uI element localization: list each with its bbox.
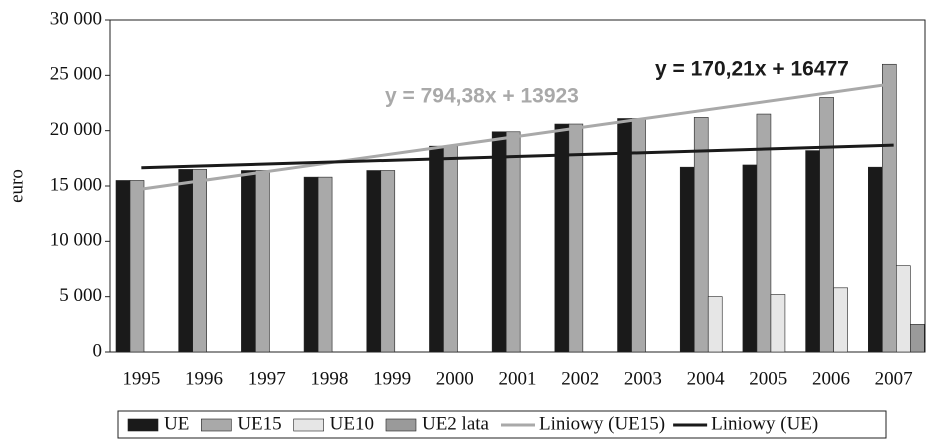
- legend-swatch: [385, 418, 417, 432]
- bar: [192, 169, 207, 353]
- bar: [505, 131, 521, 353]
- legend-label: UE10: [330, 413, 374, 434]
- bar: [693, 117, 709, 353]
- y-tick-label: 25 000: [50, 64, 102, 85]
- y-tick-label: 5 000: [59, 285, 102, 306]
- bar: [833, 287, 848, 353]
- y-tick-label: 20 000: [50, 119, 102, 140]
- legend-label: Liniowy (UE): [711, 413, 818, 434]
- bar: [129, 180, 145, 353]
- bar: [679, 166, 695, 353]
- bar: [868, 166, 883, 353]
- bar: [380, 170, 396, 353]
- bar: [742, 164, 758, 353]
- bar: [429, 145, 444, 353]
- y-tick-label: 30 000: [50, 8, 102, 29]
- x-tick-label: 1995: [122, 368, 160, 389]
- bar: [554, 123, 570, 353]
- bar: [178, 169, 193, 353]
- bar: [443, 145, 458, 353]
- bar: [115, 180, 131, 353]
- legend-swatch: [127, 418, 159, 432]
- y-tick-label: 15 000: [50, 174, 102, 195]
- bar: [303, 176, 319, 353]
- trend-equation: y = 794,38x + 13923: [385, 85, 579, 108]
- bar: [896, 265, 911, 353]
- trend-line: [141, 143, 894, 170]
- bar: [366, 170, 382, 353]
- y-tick-label: 0: [93, 340, 103, 361]
- y-tick-label: 10 000: [50, 230, 102, 251]
- x-tick-label: 2005: [749, 368, 787, 389]
- legend-swatch: [201, 418, 232, 432]
- x-tick-label: 2000: [436, 368, 474, 389]
- x-tick-label: 1997: [248, 368, 286, 389]
- bar: [910, 324, 925, 353]
- bar: [819, 97, 834, 353]
- x-tick-label: 2007: [875, 368, 913, 389]
- x-tick-label: 1998: [310, 368, 348, 389]
- trend-equation: y = 170,21x + 16477: [655, 58, 849, 81]
- bar: [491, 131, 507, 353]
- x-tick-label: 1996: [185, 368, 223, 389]
- x-tick-label: 2001: [499, 368, 537, 389]
- bar: [317, 176, 333, 353]
- legend-swatch: [293, 418, 324, 432]
- bar: [756, 113, 772, 353]
- y-axis-label: euro: [6, 169, 27, 203]
- legend-label: Liniowy (UE15): [539, 413, 665, 434]
- bar: [707, 296, 723, 353]
- x-tick-label: 1999: [373, 368, 411, 389]
- bar: [770, 294, 786, 353]
- legend-label: UE: [164, 413, 189, 434]
- trend-line: [141, 82, 894, 191]
- bar: [568, 123, 584, 353]
- legend-label: UE15: [237, 413, 281, 434]
- x-tick-label: 2002: [561, 368, 599, 389]
- x-tick-label: 2006: [812, 368, 850, 389]
- legend-label: UE2 lata: [422, 413, 490, 434]
- x-tick-label: 2004: [687, 368, 726, 389]
- x-tick-label: 2003: [624, 368, 662, 389]
- bar: [255, 170, 270, 353]
- bar: [805, 150, 820, 353]
- bar: [882, 63, 897, 353]
- bar: [241, 170, 256, 353]
